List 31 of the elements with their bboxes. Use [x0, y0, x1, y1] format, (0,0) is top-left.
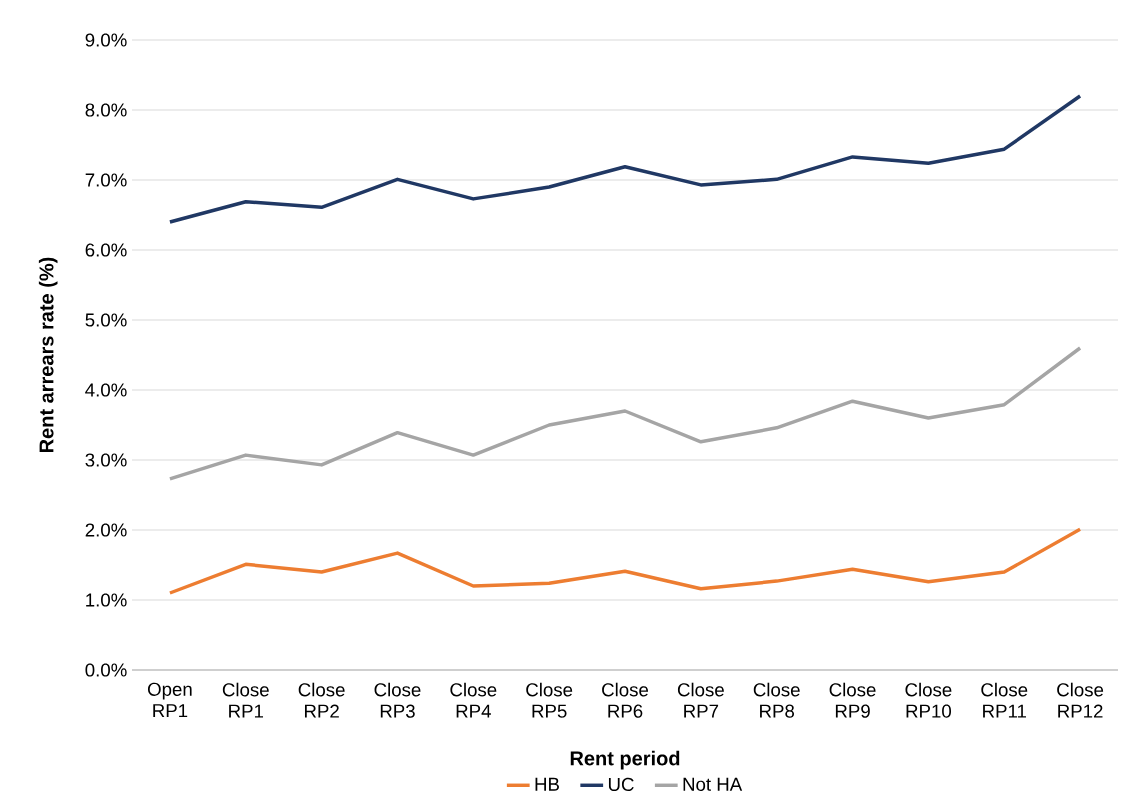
line-series — [168, 346, 1082, 481]
x-tick-label: Close RP3 — [374, 682, 421, 718]
line-series — [168, 527, 1082, 595]
y-tick-label: 5.0% — [85, 313, 127, 327]
y-tick-label: 7.0% — [85, 173, 127, 187]
legend-label: Not HA — [683, 777, 743, 791]
y-tick-label: 9.0% — [85, 33, 127, 47]
x-tick-label: Close RP2 — [298, 682, 345, 718]
x-tick-label: Close RP5 — [526, 682, 573, 718]
line-series — [168, 94, 1082, 224]
x-axis-title: Rent period — [570, 750, 680, 770]
y-tick-label: 3.0% — [85, 453, 127, 467]
x-tick-label: Close RP9 — [829, 682, 876, 718]
y-tick-label: 1.0% — [86, 593, 127, 607]
x-tick-label: Close RP10 — [905, 682, 952, 718]
x-tick-label: Close RP12 — [1057, 682, 1104, 718]
x-tick-label: Close RP7 — [677, 682, 724, 718]
y-tick-label: 8.0% — [85, 103, 127, 117]
y-tick-label: 2.0% — [85, 523, 127, 537]
x-tick-label: Close RP1 — [222, 682, 269, 718]
x-tick-label: Close RP8 — [753, 682, 800, 718]
x-tick-label: Close RP4 — [450, 682, 497, 718]
x-tick-label: Close RP6 — [602, 682, 649, 718]
legend-label: UC — [608, 777, 634, 791]
y-tick-label: 4.0% — [85, 383, 127, 397]
legend-label: HB — [535, 777, 559, 791]
y-tick-label: 6.0% — [85, 243, 127, 257]
y-axis-title: Rent arrears rate (%) — [38, 257, 58, 453]
x-tick-label: Close RP11 — [981, 682, 1028, 718]
y-tick-label: 0.0% — [85, 663, 127, 677]
x-tick-label: Open RP1 — [147, 682, 192, 718]
